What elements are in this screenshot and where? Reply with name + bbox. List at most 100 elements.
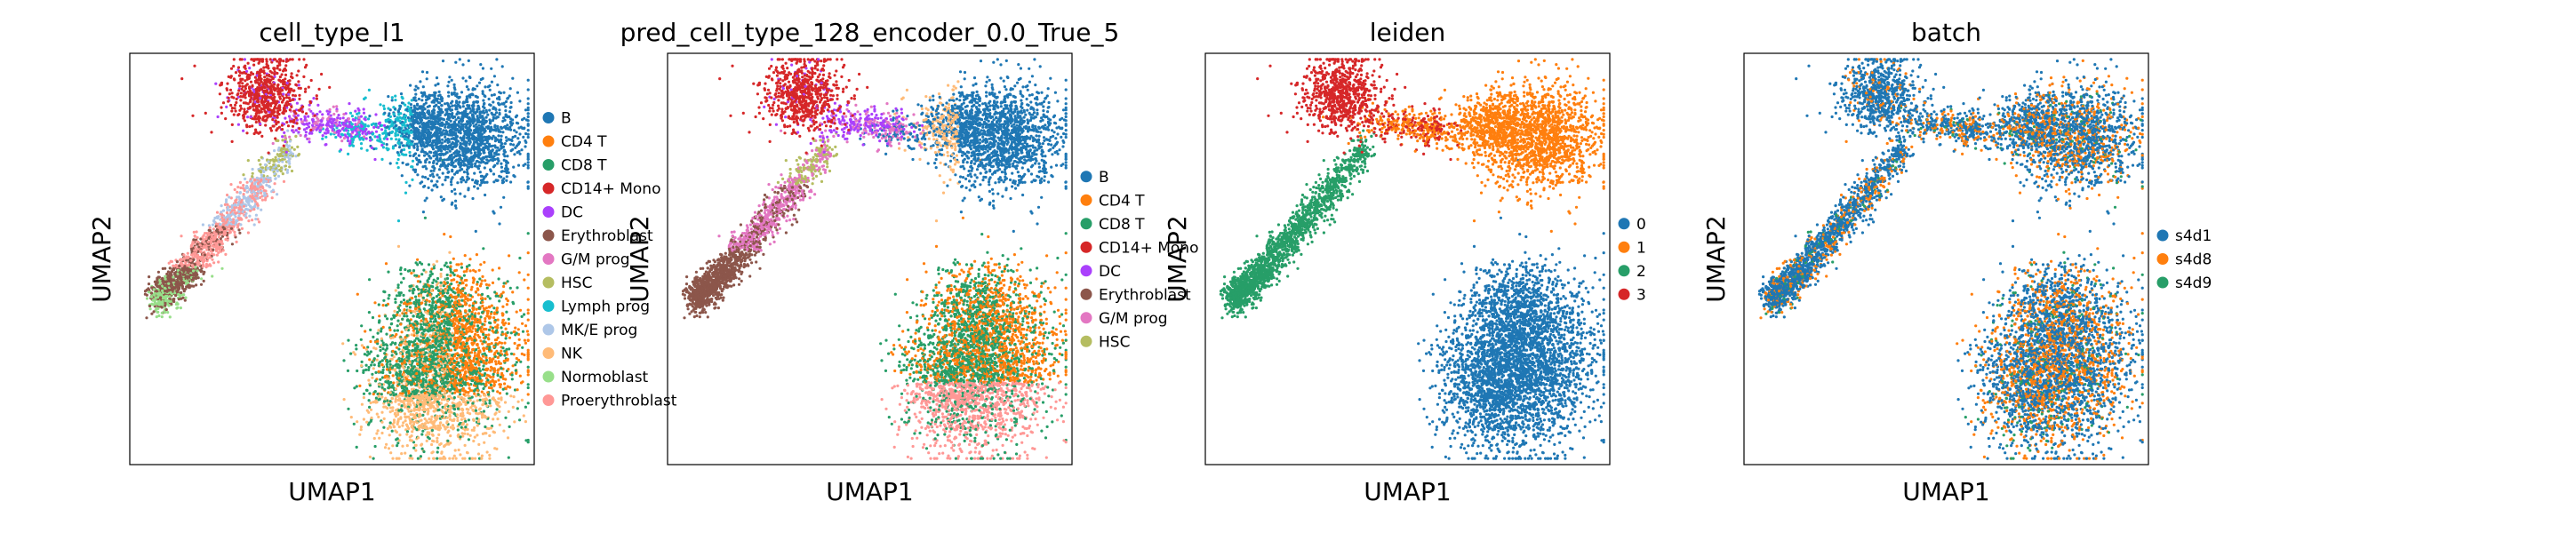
- scatter-point: [409, 435, 412, 438]
- scatter-point: [527, 232, 530, 235]
- scatter-point: [497, 343, 500, 346]
- scatter-point: [503, 282, 506, 284]
- scatter-point: [448, 251, 451, 254]
- scatter-point: [369, 329, 372, 331]
- scatter-point: [473, 342, 476, 345]
- scatter-point: [458, 365, 460, 368]
- scatter-point: [382, 304, 385, 306]
- scatter-point: [476, 329, 479, 331]
- scatter-point: [179, 259, 181, 261]
- scatter-point: [453, 337, 456, 339]
- scatter-point: [224, 238, 227, 241]
- scatter-point: [361, 361, 364, 363]
- scatter-point: [405, 347, 408, 350]
- scatter-point: [190, 253, 193, 256]
- scatter-point: [441, 338, 444, 341]
- scatter-point: [365, 421, 368, 424]
- scatter-point: [445, 403, 448, 406]
- scatter-point: [412, 302, 415, 305]
- scatter-point: [428, 300, 431, 303]
- scatter-point: [457, 428, 460, 431]
- scatter-point: [236, 241, 238, 243]
- scatter-point: [380, 421, 383, 424]
- scatter-point: [420, 348, 423, 351]
- scatter-point: [412, 291, 414, 294]
- scatter-point: [460, 266, 463, 269]
- scatter-point: [455, 369, 458, 371]
- scatter-point: [409, 310, 412, 313]
- scatter-point: [430, 290, 433, 292]
- scatter-point: [427, 427, 429, 430]
- scatter-point: [425, 380, 428, 383]
- scatter-point: [461, 389, 464, 392]
- scatter-point: [512, 406, 515, 409]
- scatter-point: [214, 235, 217, 238]
- scatter-point: [228, 231, 231, 234]
- scatter-point: [449, 323, 452, 326]
- scatter-point: [382, 426, 385, 429]
- scatter-point: [401, 318, 404, 321]
- scatter-point: [157, 271, 160, 274]
- scatter-point: [416, 401, 419, 403]
- scatter-point: [428, 277, 430, 280]
- scatter-point: [438, 391, 441, 394]
- scatter-point: [449, 434, 452, 437]
- scatter-point: [464, 279, 467, 282]
- scatter-point: [249, 210, 252, 212]
- scatter-point: [451, 354, 453, 356]
- scatter-point: [523, 313, 525, 315]
- scatter-point: [385, 262, 388, 265]
- scatter-point: [176, 260, 179, 263]
- scatter-point: [224, 232, 227, 235]
- scatter-point: [426, 298, 428, 301]
- scatter-point: [477, 312, 480, 314]
- scatter-point: [200, 277, 203, 280]
- scatter-point: [498, 299, 500, 302]
- scatter-point: [476, 354, 479, 357]
- scatter-point: [373, 301, 376, 304]
- scatter-point: [441, 315, 444, 318]
- scatter-point: [388, 434, 391, 436]
- scatter-point: [428, 263, 430, 266]
- scatter-point: [406, 334, 409, 337]
- scatter-point: [475, 371, 477, 374]
- scatter-point: [253, 182, 256, 185]
- scatter-point: [512, 302, 515, 305]
- scatter-point: [504, 322, 507, 324]
- scatter-point: [474, 457, 476, 460]
- scatter-point: [468, 264, 470, 266]
- scatter-point: [446, 277, 449, 280]
- scatter-point: [426, 394, 428, 396]
- scatter-point: [486, 450, 489, 453]
- scatter-point: [418, 303, 420, 306]
- scatter-point: [408, 354, 411, 357]
- scatter-point: [515, 372, 517, 375]
- scatter-point: [404, 412, 406, 415]
- scatter-point: [437, 364, 440, 367]
- scatter-point: [416, 259, 419, 261]
- scatter-point: [482, 355, 484, 358]
- scatter-point: [363, 418, 365, 420]
- scatter-point: [396, 437, 399, 440]
- scatter-point: [483, 362, 485, 364]
- scatter-point: [428, 304, 431, 306]
- scatter-point: [436, 447, 439, 449]
- scatter-point: [468, 418, 470, 421]
- scatter-point: [234, 188, 236, 191]
- scatter-point: [233, 206, 236, 209]
- scatter-point: [419, 261, 421, 264]
- scatter-point: [368, 406, 371, 409]
- scatter-point: [434, 315, 436, 318]
- scatter-point: [469, 372, 472, 375]
- scatter-point: [385, 443, 388, 446]
- scatter-point: [371, 373, 373, 376]
- scatter-point: [425, 339, 428, 342]
- scatter-point: [226, 211, 228, 214]
- scatter-point: [388, 403, 390, 406]
- scatter-point: [194, 266, 196, 268]
- scatter-point: [256, 177, 259, 179]
- scatter-point: [447, 395, 450, 398]
- scatter-point: [522, 330, 524, 333]
- scatter-point: [500, 383, 502, 386]
- scatter-point: [209, 229, 212, 232]
